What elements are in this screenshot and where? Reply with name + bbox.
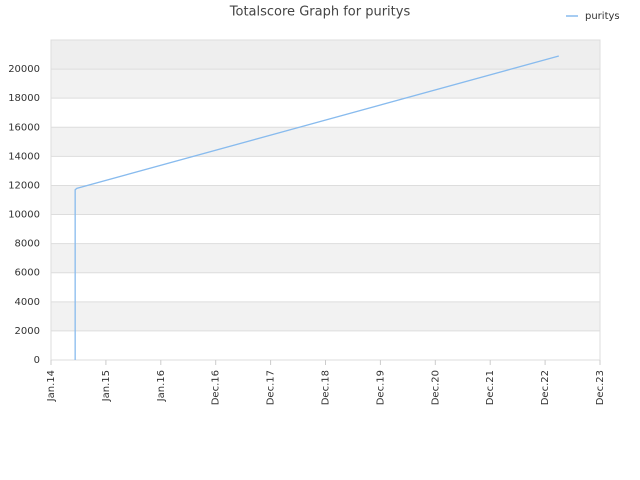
x-tick-label: Dec.17 bbox=[266, 370, 277, 405]
y-tick-label: 16000 bbox=[8, 122, 40, 133]
grid-band bbox=[51, 272, 600, 302]
x-tick-label: Dec.20 bbox=[430, 370, 441, 405]
x-tick-label: Dec.22 bbox=[540, 370, 551, 405]
x-tick-label: Dec.16 bbox=[211, 370, 222, 405]
y-tick-label: 10000 bbox=[8, 210, 40, 221]
legend-label: puritys bbox=[585, 11, 620, 22]
y-tick-label: 4000 bbox=[15, 297, 40, 308]
grid-band bbox=[51, 156, 600, 186]
y-tick-label: 14000 bbox=[8, 151, 40, 162]
data-line bbox=[74, 55, 559, 360]
x-tick-label: Jan.14 bbox=[46, 370, 57, 402]
grid-band bbox=[51, 301, 600, 331]
grid-band bbox=[51, 243, 600, 273]
y-tick-label: 20000 bbox=[8, 64, 40, 75]
y-tick-label: 2000 bbox=[15, 326, 40, 337]
x-tick-label: Dec.21 bbox=[485, 370, 496, 405]
x-tick-label: Dec.19 bbox=[375, 370, 386, 405]
y-tick-label: 18000 bbox=[8, 93, 40, 104]
x-tick-label: Dec.18 bbox=[321, 370, 332, 405]
x-tick-label: Jan.15 bbox=[101, 370, 112, 402]
y-tick-label: 12000 bbox=[8, 180, 40, 191]
x-tick-label: Jan.16 bbox=[156, 370, 167, 402]
grid-band bbox=[51, 98, 600, 128]
grid-band bbox=[51, 185, 600, 215]
y-tick-label: 0 bbox=[34, 355, 40, 366]
grid-band bbox=[51, 69, 600, 99]
y-tick-label: 8000 bbox=[15, 239, 40, 250]
grid-band bbox=[51, 214, 600, 244]
grid-band bbox=[51, 127, 600, 157]
y-tick-label: 6000 bbox=[15, 268, 40, 279]
x-tick-label: Dec.23 bbox=[595, 370, 606, 405]
chart-title: Totalscore Graph for puritys bbox=[229, 5, 411, 20]
grid-band bbox=[51, 330, 600, 360]
grid-band bbox=[51, 40, 600, 70]
